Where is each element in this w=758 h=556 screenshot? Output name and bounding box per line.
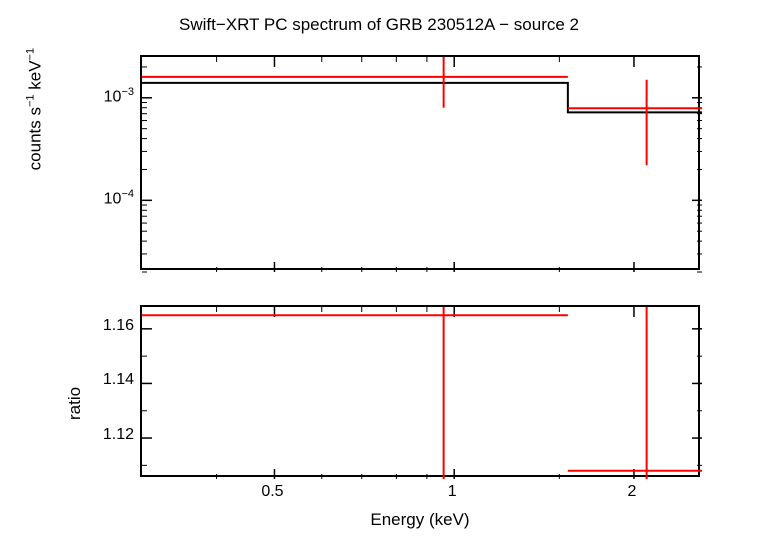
- x-axis-label: Energy (keV): [140, 510, 700, 530]
- top-panel: [140, 55, 700, 270]
- x-tick-label: 2: [612, 483, 652, 501]
- x-tick-label: 1: [432, 483, 472, 501]
- y-axis-label-top: counts s−1 keV−1: [25, 48, 46, 170]
- bottom-panel-svg: [142, 307, 702, 479]
- y-tick-label-bottom: 1.16: [103, 317, 134, 335]
- y-axis-label-bottom: ratio: [65, 387, 85, 420]
- spectrum-chart: Swift−XRT PC spectrum of GRB 230512A − s…: [0, 0, 758, 556]
- x-tick-label: 0.5: [252, 483, 292, 501]
- y-tick-label-top: 10−3: [104, 86, 134, 106]
- chart-title: Swift−XRT PC spectrum of GRB 230512A − s…: [0, 15, 758, 35]
- top-panel-svg: [142, 57, 702, 272]
- y-tick-label-top: 10−4: [104, 188, 134, 208]
- y-tick-label-bottom: 1.12: [103, 426, 134, 444]
- y-tick-label-bottom: 1.14: [103, 371, 134, 389]
- bottom-panel: [140, 305, 700, 477]
